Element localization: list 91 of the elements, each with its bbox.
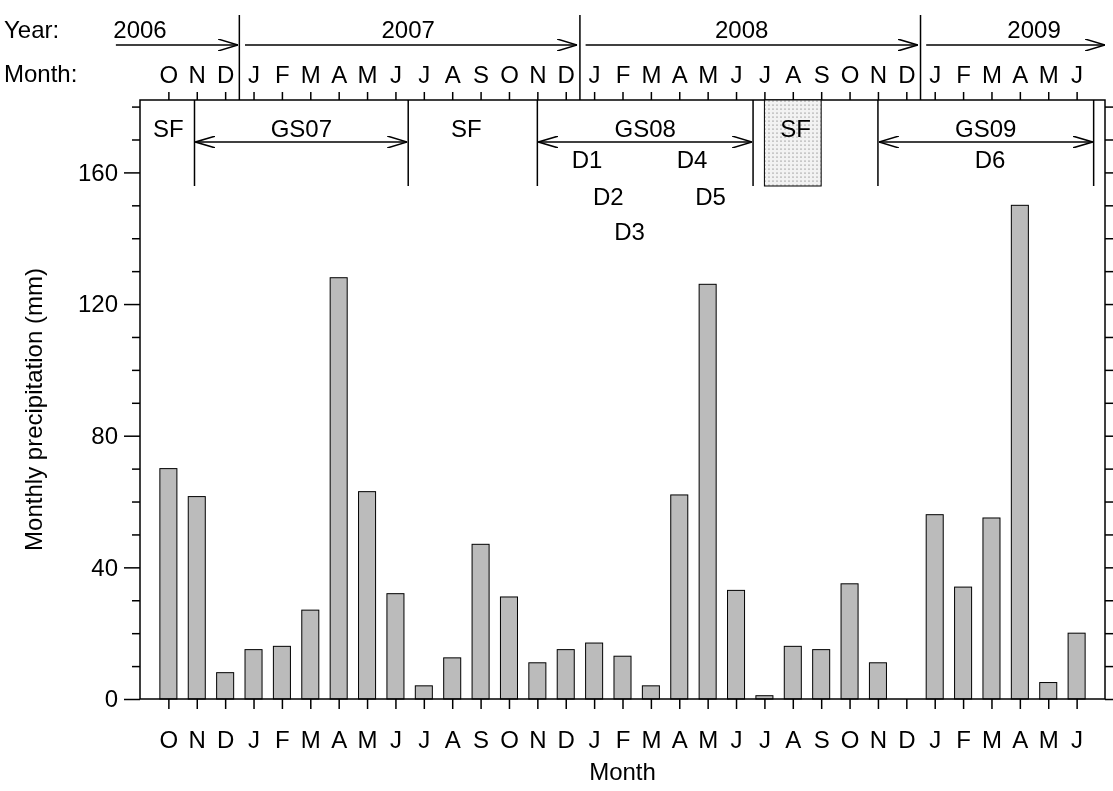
category-label: J: [929, 726, 942, 753]
category-label: N: [869, 726, 888, 753]
category-label: S: [813, 726, 830, 753]
annotation: D5: [695, 183, 726, 210]
category-label: J: [1071, 726, 1084, 753]
category-label: O: [840, 726, 860, 753]
y-tick-label: 160: [77, 158, 118, 186]
annotation: D1: [571, 146, 603, 173]
text: 2009: [1007, 16, 1061, 43]
category-label: A: [331, 726, 348, 753]
y-tick-label: 40: [91, 553, 118, 581]
text: Year:: [4, 16, 60, 43]
category-label: A: [444, 726, 461, 753]
x-tick-label: N: [188, 61, 206, 88]
text: Month:: [4, 60, 78, 87]
category-label: A: [785, 726, 802, 753]
x-tick-label: S: [473, 61, 490, 88]
annotation: SF: [153, 115, 184, 142]
x-tick-label: J: [418, 61, 431, 88]
x-tick-label: M: [698, 61, 719, 88]
category-label: M: [357, 726, 378, 753]
category-label: F: [275, 726, 290, 753]
category-label: O: [500, 726, 519, 753]
x-tick-label: M: [300, 61, 321, 88]
x-tick-label: J: [758, 61, 771, 88]
x-tick-label: N: [869, 61, 888, 88]
x-tick-label: M: [641, 61, 662, 88]
annotation: SF: [780, 115, 811, 142]
text: 2007: [381, 16, 435, 43]
x-tick-label: A: [1012, 61, 1029, 88]
category-label: A: [671, 726, 688, 753]
category-label: O: [159, 726, 179, 753]
category-label: J: [758, 726, 771, 753]
x-tick-label: M: [1038, 61, 1059, 88]
y-tick-label: 120: [77, 290, 118, 318]
x-axis-title: Month: [589, 758, 656, 785]
category-label: J: [248, 726, 261, 753]
category-label: M: [300, 726, 321, 753]
category-label: N: [188, 726, 206, 753]
category-label: M: [698, 726, 719, 753]
x-tick-label: J: [248, 61, 261, 88]
x-tick-label: D: [557, 61, 575, 88]
category-label: A: [1012, 726, 1029, 753]
annotation: SF: [451, 115, 482, 142]
x-tick-label: O: [500, 61, 519, 88]
category-label: J: [588, 726, 601, 753]
text: 2008: [715, 16, 769, 43]
x-tick-label: M: [357, 61, 378, 88]
annotation: GS07: [270, 115, 333, 142]
text: 2006: [113, 16, 167, 43]
category-label: F: [956, 726, 971, 753]
category-label: D: [216, 726, 235, 753]
annotation: D2: [592, 183, 624, 210]
category-label: N: [529, 726, 547, 753]
x-tick-label: O: [840, 61, 860, 88]
x-tick-label: J: [588, 61, 601, 88]
x-tick-label: F: [956, 61, 971, 88]
x-tick-label: J: [929, 61, 942, 88]
category-label: D: [898, 726, 916, 753]
x-tick-label: O: [159, 61, 179, 88]
x-tick-label: S: [813, 61, 830, 88]
y-tick-label: 80: [91, 421, 118, 449]
category-label: J: [389, 726, 402, 753]
category-label: S: [473, 726, 490, 753]
category-label: J: [730, 726, 743, 753]
x-tick-label: J: [1071, 61, 1084, 88]
annotation: D4: [676, 146, 708, 173]
category-label: M: [1038, 726, 1059, 753]
category-label: F: [615, 726, 631, 753]
x-tick-label: A: [671, 61, 688, 88]
x-tick-label: A: [444, 61, 461, 88]
x-tick-label: M: [981, 61, 1002, 88]
annotation: GS09: [955, 115, 1017, 142]
x-tick-label: A: [331, 61, 348, 88]
x-tick-label: J: [730, 61, 743, 88]
annotation: GS08: [614, 115, 676, 142]
x-tick-label: F: [615, 61, 631, 88]
annotation: D3: [614, 218, 645, 245]
category-label: J: [418, 726, 431, 753]
y-tick-label: 0: [104, 685, 118, 713]
x-tick-label: D: [898, 61, 916, 88]
x-tick-label: J: [389, 61, 402, 88]
category-label: D: [557, 726, 575, 753]
x-tick-label: F: [275, 61, 290, 88]
x-tick-label: D: [216, 61, 235, 88]
category-label: M: [641, 726, 662, 753]
y-axis-title: Monthly precipitation (mm): [20, 268, 47, 551]
category-label: M: [981, 726, 1002, 753]
x-tick-label: N: [529, 61, 547, 88]
x-tick-label: A: [785, 61, 802, 88]
annotation: D6: [974, 146, 1006, 173]
